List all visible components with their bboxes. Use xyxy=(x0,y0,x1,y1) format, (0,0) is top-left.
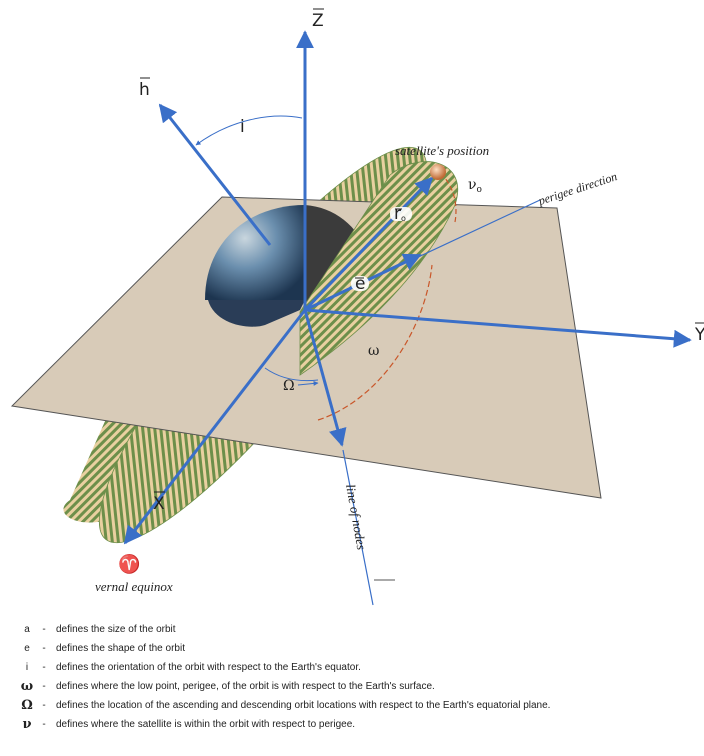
line-of-nodes-extension xyxy=(342,449,374,606)
radius-vector xyxy=(303,176,434,312)
legend-text: defines where the low point, perigee, of… xyxy=(56,680,435,692)
legend-row-omega: ω - defines where the low point, perigee… xyxy=(0,678,435,694)
legend-row-nu: ν - defines where the satellite is withi… xyxy=(0,716,356,732)
arg-perigee-arc xyxy=(317,264,433,421)
legend-dash: - xyxy=(42,718,46,730)
inclination-label: i xyxy=(240,117,245,137)
satellite xyxy=(430,164,446,180)
orbital-elements-diagram: Z h Y X i satellite's position perigee d… xyxy=(10,8,704,606)
radius-label-bg xyxy=(390,207,412,221)
earth-hemisphere-lower xyxy=(208,300,305,327)
legend-text: defines the location of the ascending an… xyxy=(56,699,551,711)
arg-perigee-label: ω xyxy=(368,343,379,359)
true-anomaly-arc xyxy=(444,177,457,223)
legend-dash: - xyxy=(42,699,46,711)
line-of-nodes-label: line of nodes xyxy=(343,483,369,551)
h-label: h xyxy=(139,80,150,100)
orbit-upper-half xyxy=(299,161,458,376)
vernal-equinox-label: vernal equinox xyxy=(95,579,173,594)
raan-pointer xyxy=(297,380,319,386)
legend-text: defines the size of the orbit xyxy=(56,623,176,635)
ecc-label-bg xyxy=(351,276,369,291)
legend-symbol: Ω xyxy=(21,697,33,713)
legend-row-i: i - defines the orientation of the orbit… xyxy=(0,660,361,674)
legend-symbol: e xyxy=(24,642,30,654)
legend-dash: - xyxy=(42,623,46,635)
earth-hemisphere xyxy=(205,205,305,300)
vernal-equinox-symbol: ♈ xyxy=(118,553,140,575)
ecc-label: e xyxy=(355,274,365,294)
radius-label: ro xyxy=(394,204,406,224)
x-label: X xyxy=(153,494,165,514)
legend-dash: - xyxy=(42,661,46,673)
legend-text: defines where the satellite is within th… xyxy=(56,718,356,730)
legend-row-a: a - defines the size of the orbit xyxy=(0,622,176,636)
raan-label: Ω xyxy=(283,378,295,394)
legend-text: defines the shape of the orbit xyxy=(56,642,185,654)
z-label: Z xyxy=(312,11,324,31)
legend-symbol: ν xyxy=(22,716,32,732)
satellite-position-label: satellite's position xyxy=(395,143,489,158)
legend-text: defines the orientation of the orbit wit… xyxy=(56,661,361,673)
perigee-direction-label: perigee direction xyxy=(536,169,619,208)
legend-symbol: i xyxy=(25,661,29,673)
legend-dash: - xyxy=(42,642,46,654)
legend-symbol: ω xyxy=(20,678,34,694)
legend-symbol: a xyxy=(24,623,30,635)
y-axis xyxy=(304,308,692,348)
h-axis xyxy=(158,103,272,246)
legend-row-e: e - defines the shape of the orbit xyxy=(0,641,185,655)
y-label: Y xyxy=(694,325,704,345)
true-anomaly-label: νo xyxy=(468,177,482,195)
legend-row-raan: Ω - defines the location of the ascendin… xyxy=(0,697,551,713)
legend-dash: - xyxy=(42,680,46,692)
raan-arc xyxy=(264,367,319,382)
x-axis xyxy=(123,309,307,545)
inclination-arc xyxy=(195,115,303,146)
line-of-nodes-axis xyxy=(303,309,347,447)
